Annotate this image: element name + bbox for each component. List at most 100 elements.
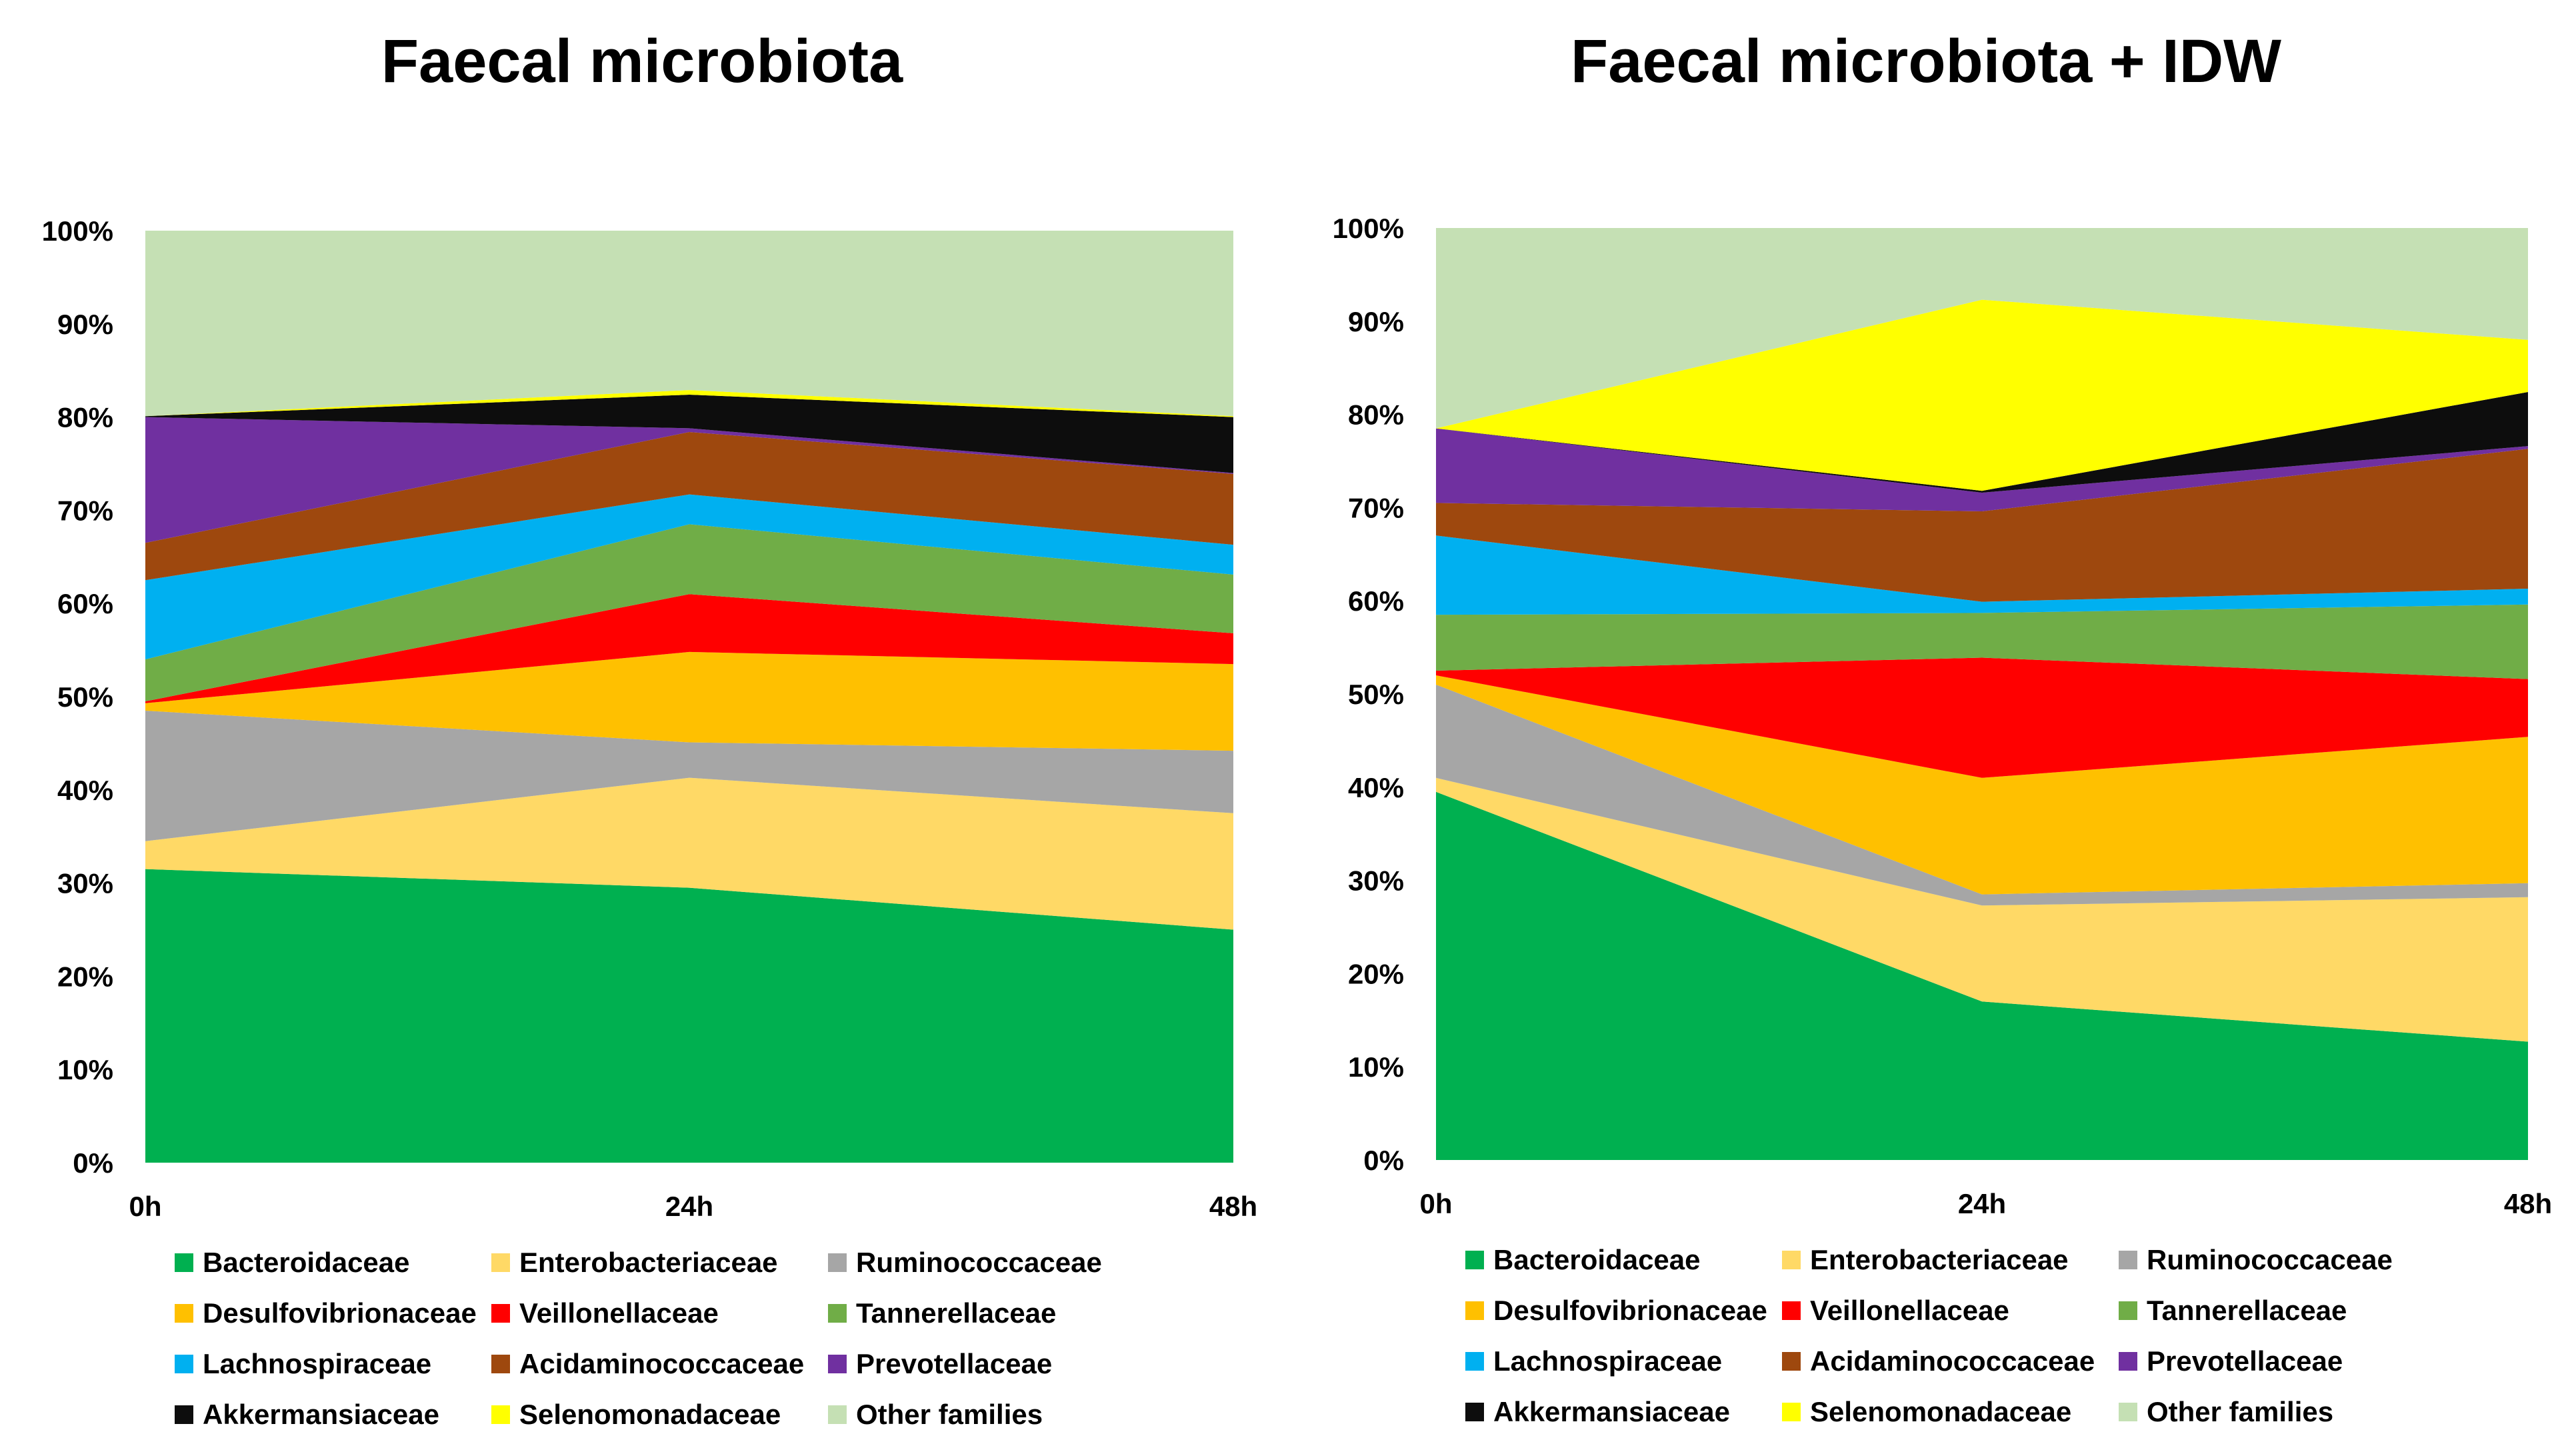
legend-label: Desulfovibrionaceae <box>1493 1295 1767 1326</box>
area-series-ruminococcaceae <box>1436 685 2528 906</box>
y-tick-label: 60% <box>57 588 113 619</box>
legend-label: Ruminococcaceae <box>2147 1244 2393 1275</box>
area-chart: 0% 10% 20% 30% 40% 50% 60% 70% 80% 90% 100% 0h 24h 48… <box>42 215 1258 1222</box>
y-tick-label: 20% <box>1348 958 1404 989</box>
legend-swatch <box>1782 1301 1801 1320</box>
y-tick-label: 0% <box>73 1147 113 1179</box>
y-tick-label: 90% <box>57 309 113 340</box>
legend-label: Enterobacteriaceae <box>1810 1244 2069 1275</box>
legend-item-akkermansiaceae: Akkermansiaceae <box>175 1393 491 1436</box>
chart-legend: Bacteroidaceae Enterobacteriaceae Ruminoco… <box>175 1241 1108 1436</box>
y-tick-label: 60% <box>1348 585 1404 617</box>
legend-swatch <box>828 1304 847 1323</box>
legend-item-selenomonadaceae: Selenomonadaceae <box>491 1393 828 1436</box>
legend-label: Desulfovibrionaceae <box>203 1297 477 1329</box>
chart-panel-left: Faecal microbiota 0% 10% 20% 30% 40% 50% 60% 70… <box>42 27 1258 1436</box>
legend-label: Other families <box>856 1399 1043 1430</box>
legend-item-tannerellaceae: Tannerellaceae <box>2119 1289 2399 1332</box>
legend-label: Bacteroidaceae <box>1493 1244 1701 1275</box>
legend-label: Acidaminococcaceae <box>1810 1345 2095 1377</box>
legend-label: Bacteroidaceae <box>203 1247 410 1278</box>
area-series-veillonellaceae <box>1436 657 2528 778</box>
legend-label: Other families <box>2147 1396 2334 1427</box>
legend-swatch <box>1465 1251 1484 1269</box>
area-series-desulfovibrionaceae <box>145 651 1233 751</box>
legend-item-other-families: Other families <box>2119 1391 2399 1433</box>
x-tick-label: 0h <box>1419 1188 1452 1219</box>
legend-swatch <box>1465 1403 1484 1421</box>
area-series-other-families <box>145 231 1233 417</box>
area-series-prevotellaceae <box>1436 428 2528 511</box>
y-tick-label: 50% <box>1348 679 1404 710</box>
legend-swatch <box>2119 1352 2137 1371</box>
area-series-enterobacteriaceae <box>145 777 1233 930</box>
legend-swatch <box>175 1253 193 1272</box>
chart-legend: Bacteroidaceae Enterobacteriaceae Ruminoco… <box>1465 1239 2399 1433</box>
legend-item-lachnospiraceae: Lachnospiraceae <box>1465 1340 1782 1383</box>
area-series-bacteroidaceae <box>145 869 1233 1163</box>
legend-swatch <box>2119 1301 2137 1320</box>
legend-label: Prevotellaceae <box>856 1348 1053 1379</box>
area-series-lachnospiraceae <box>1436 535 2528 615</box>
area-series-ruminococcaceae <box>145 711 1233 841</box>
legend-item-desulfovibrionaceae: Desulfovibrionaceae <box>1465 1289 1782 1332</box>
legend-label: Akkermansiaceae <box>1493 1396 1730 1427</box>
y-tick-label: 0% <box>1363 1145 1404 1176</box>
x-tick-label: 48h <box>2504 1188 2552 1219</box>
legend-item-tannerellaceae: Tannerellaceae <box>828 1292 1108 1335</box>
legend-swatch <box>1782 1251 1801 1269</box>
legend-item-acidaminococcaceae: Acidaminococcaceae <box>491 1343 828 1385</box>
legend-label: Selenomonadaceae <box>1810 1396 2072 1427</box>
y-tick-label: 80% <box>1348 399 1404 431</box>
legend-item-bacteroidaceae: Bacteroidaceae <box>175 1241 491 1284</box>
chart-title: Faecal microbiota + IDW <box>1571 27 2281 95</box>
area-series-enterobacteriaceae <box>1436 777 2528 1042</box>
area-series-lachnospiraceae <box>145 494 1233 660</box>
y-tick-label: 30% <box>57 868 113 899</box>
y-tick-label: 90% <box>1348 306 1404 337</box>
legend-item-desulfovibrionaceae: Desulfovibrionaceae <box>175 1292 491 1335</box>
y-tick-label: 70% <box>57 495 113 526</box>
y-tick-label: 100% <box>1333 213 1404 244</box>
x-tick-label: 0h <box>129 1191 161 1222</box>
legend-swatch <box>828 1405 847 1424</box>
x-tick-label: 48h <box>1209 1191 1257 1222</box>
legend-swatch <box>1782 1352 1801 1371</box>
y-tick-label: 30% <box>1348 865 1404 897</box>
legend-item-enterobacteriaceae: Enterobacteriaceae <box>491 1241 828 1284</box>
legend-label: Selenomonadaceae <box>519 1399 781 1430</box>
y-tick-label: 10% <box>1348 1051 1404 1083</box>
legend-label: Veillonellaceae <box>1810 1295 2009 1326</box>
area-series-desulfovibrionaceae <box>1436 675 2528 895</box>
area-series-akkermansiaceae <box>1436 392 2528 493</box>
area-series-veillonellaceae <box>145 594 1233 703</box>
area-series-prevotellaceae <box>145 417 1233 543</box>
x-tick-label: 24h <box>1958 1188 2006 1219</box>
legend-item-enterobacteriaceae: Enterobacteriaceae <box>1782 1239 2119 1281</box>
legend-swatch <box>2119 1403 2137 1421</box>
legend-swatch <box>175 1304 193 1323</box>
area-series-other-families <box>1436 228 2528 429</box>
y-tick-label: 70% <box>1348 492 1404 523</box>
legend-swatch <box>828 1253 847 1272</box>
legend-swatch <box>491 1253 510 1272</box>
area-series-tannerellaceae <box>145 524 1233 701</box>
chart-panel-right: Faecal microbiota + IDW 0% 10% 20% 30% 40% 50… <box>1284 0 2568 1456</box>
legend-item-veillonellaceae: Veillonellaceae <box>1782 1289 2119 1332</box>
y-tick-label: 40% <box>57 775 113 806</box>
y-tick-label: 10% <box>57 1054 113 1085</box>
legend-item-selenomonadaceae: Selenomonadaceae <box>1782 1391 2119 1433</box>
legend-item-bacteroidaceae: Bacteroidaceae <box>1465 1239 1782 1281</box>
y-tick-label: 80% <box>57 402 113 433</box>
legend-item-prevotellaceae: Prevotellaceae <box>2119 1340 2399 1383</box>
legend-swatch <box>1782 1403 1801 1421</box>
legend-item-acidaminococcaceae: Acidaminococcaceae <box>1782 1340 2119 1383</box>
legend-label: Veillonellaceae <box>519 1297 719 1329</box>
legend-label: Prevotellaceae <box>2147 1345 2343 1377</box>
legend-item-veillonellaceae: Veillonellaceae <box>491 1292 828 1335</box>
y-tick-label: 20% <box>57 961 113 992</box>
legend-item-akkermansiaceae: Akkermansiaceae <box>1465 1391 1782 1433</box>
legend-label: Tannerellaceae <box>856 1297 1057 1329</box>
legend-swatch <box>2119 1251 2137 1269</box>
legend-item-other-families: Other families <box>828 1393 1108 1436</box>
